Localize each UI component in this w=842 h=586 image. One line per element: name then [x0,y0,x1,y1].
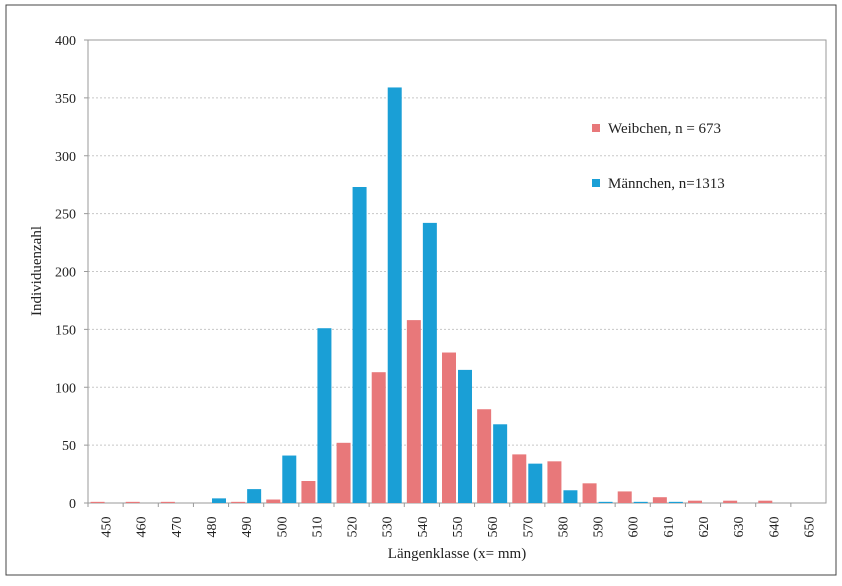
x-tick-label: 570 [521,517,536,538]
x-tick-label: 520 [346,517,361,538]
x-tick-label: 560 [486,517,501,538]
legend-swatch [592,179,600,187]
maennchen-bar-550 [458,369,472,503]
maennchen-bar-570 [528,463,543,503]
y-tick-label: 200 [55,266,76,281]
legend-label: Männchen, n=1313 [608,176,725,192]
x-tick-label: 640 [767,517,782,538]
weibchen-bar-580 [547,461,562,503]
y-tick-label: 0 [69,497,76,512]
x-tick-label: 510 [310,517,325,538]
y-axis: 0 50 100 150 200 250 300 350 400 [55,34,88,512]
weibchen-bar-500 [266,499,281,503]
maennchen-bar-600 [633,501,648,503]
weibchen-bar-520 [336,442,351,503]
maennchen-bar-590 [598,501,613,503]
x-tick-label: 540 [416,517,431,538]
weibchen-bar-620 [688,500,702,503]
weibchen-bar-570 [512,454,527,503]
weibchen-bar-490 [231,501,246,503]
x-tick-label: 490 [240,517,255,538]
weibchen-bar-530 [371,372,386,503]
x-tick-label: 650 [802,517,817,538]
weibchen-bar-510 [301,481,316,503]
maennchen-bar-610 [668,501,683,503]
x-axis-label: Längenklasse (x= mm) [388,546,526,562]
y-tick-label: 150 [55,323,76,338]
x-axis: 450 460 470 480 490 500 510 520 530 540 550 560 570 5… [87,503,817,538]
y-tick-label: 250 [55,208,76,223]
weibchen-bar-610 [652,497,667,503]
weibchen-bar-460 [125,501,140,503]
x-tick-label: 580 [556,517,571,538]
weibchen-bar-450 [90,501,105,503]
weibchen-bar-600 [617,491,632,503]
y-axis-label: Individuenzahl [29,226,45,316]
x-tick-label: 470 [170,517,185,538]
maennchen-bar-540 [422,222,437,503]
x-tick-label: 590 [592,517,607,538]
maennchen-bar-510 [317,328,332,503]
outer-frame [5,4,837,576]
gridlines [88,97,826,446]
maennchen-bar-580 [563,490,578,503]
weibchen-bar-630 [723,500,738,503]
y-tick-label: 100 [55,381,76,396]
x-tick-label: 480 [205,517,220,538]
x-tick-label: 550 [451,517,466,538]
legend: Weibchen, n = 673 Männchen, n=1313 [592,121,725,192]
x-tick-label: 530 [381,517,396,538]
weibchen-bar-540 [406,320,421,503]
maennchen-bar-520 [352,187,367,503]
x-tick-label: 630 [732,517,747,538]
weibchen-bar-560 [477,409,492,503]
y-tick-label: 400 [55,34,76,49]
y-tick-label: 50 [62,439,76,454]
maennchen-bar-560 [493,424,508,503]
weibchen-bar-640 [758,500,773,503]
maennchen-bar-490 [247,489,262,503]
y-tick-label: 350 [55,92,76,107]
y-tick-label: 300 [55,150,76,165]
maennchen-bar-500 [282,455,297,503]
x-tick-label: 500 [275,517,290,538]
x-tick-label: 600 [627,517,642,538]
x-tick-label: 620 [697,517,712,538]
weibchen-bar-550 [442,352,456,503]
bars [90,87,773,504]
x-tick-label: 460 [135,517,150,538]
maennchen-bar-480 [212,498,226,503]
legend-swatch [592,124,600,132]
maennchen-bar-530 [387,87,402,504]
x-tick-label: 610 [662,517,677,538]
weibchen-bar-470 [160,501,175,503]
weibchen-bar-590 [582,483,597,503]
x-tick-label: 450 [100,517,115,538]
legend-label: Weibchen, n = 673 [608,121,721,137]
